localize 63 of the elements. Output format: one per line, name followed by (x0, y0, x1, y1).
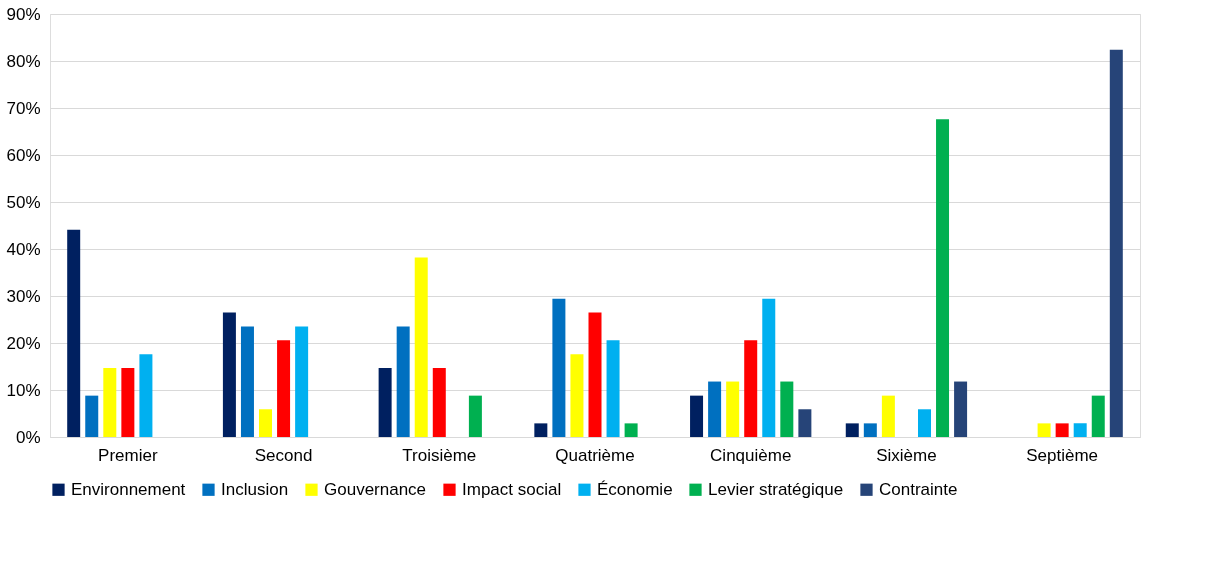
bar (552, 298, 566, 437)
bar (121, 367, 135, 437)
bar (726, 381, 740, 437)
bar (780, 381, 794, 437)
y-tick-label: 90% (6, 4, 41, 24)
legend-label: Impact social (462, 479, 562, 499)
y-tick-label: 50% (6, 192, 41, 212)
bar (917, 409, 931, 437)
bar (708, 381, 722, 437)
y-tick-label: 30% (6, 286, 41, 306)
bar (259, 409, 273, 437)
y-tick-label: 80% (6, 51, 41, 71)
bar (798, 409, 812, 437)
bar (1055, 423, 1069, 437)
legend-label: Économie (597, 479, 673, 499)
x-tick-label: Quatrième (555, 445, 635, 465)
x-tick-label: Cinquième (710, 445, 792, 465)
bar (396, 326, 410, 437)
bar (606, 340, 620, 437)
y-tick-label: 70% (6, 98, 41, 118)
bar (1091, 395, 1105, 437)
legend-label: Gouvernance (324, 479, 427, 499)
bar (222, 312, 236, 437)
bar (67, 229, 81, 437)
bar (534, 423, 548, 437)
legend-label: Contrainte (879, 479, 958, 499)
bar (1109, 49, 1123, 437)
bar (240, 326, 254, 437)
bar (863, 423, 877, 437)
bar (936, 119, 950, 437)
bar (954, 381, 968, 437)
bar (468, 395, 482, 437)
legend-label: Inclusion (221, 479, 289, 499)
bar (295, 326, 309, 437)
bar (762, 298, 776, 437)
bar (432, 367, 446, 437)
bar (378, 367, 392, 437)
bar (1073, 423, 1087, 437)
bar (1037, 423, 1051, 437)
bar (588, 312, 602, 437)
bar (414, 257, 428, 437)
x-tick-label: Premier (98, 445, 158, 465)
y-tick-label: 40% (6, 239, 41, 259)
bar (881, 395, 895, 437)
y-tick-label: 20% (6, 333, 41, 353)
x-tick-label: Second (254, 445, 313, 465)
bar (103, 367, 117, 437)
x-tick-label: Troisième (402, 445, 477, 465)
bar (744, 340, 758, 437)
bar (85, 395, 99, 437)
y-tick-label: 10% (6, 380, 41, 400)
bar (570, 354, 584, 437)
legend-label: Levier stratégique (708, 479, 844, 499)
x-tick-label: Septième (1026, 445, 1099, 465)
bar (624, 423, 638, 437)
bar (277, 340, 291, 437)
bar (690, 395, 704, 437)
y-tick-label: 60% (6, 145, 41, 165)
bar (139, 354, 153, 437)
bar (845, 423, 859, 437)
legend-label: Environnement (71, 479, 186, 499)
y-tick-label: 0% (15, 427, 41, 447)
x-tick-label: Sixième (876, 445, 937, 465)
